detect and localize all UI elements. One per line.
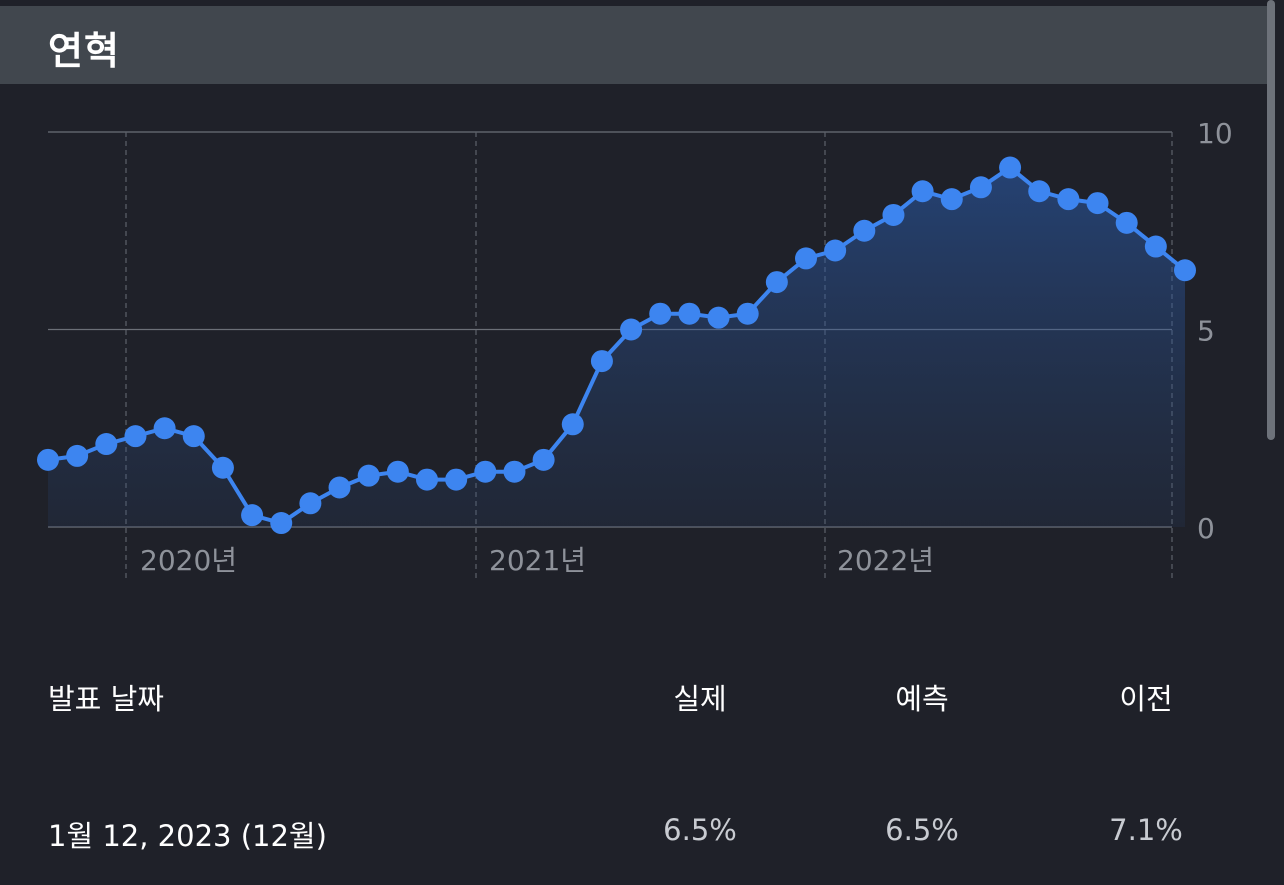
data-point <box>182 425 205 448</box>
data-point <box>649 302 672 325</box>
data-point <box>211 456 234 479</box>
table-row[interactable]: 1월 12, 2023 (12월) 6.5% 6.5% 7.1% <box>0 813 1284 853</box>
x-tick-label: 2021년 <box>489 544 586 577</box>
label-layer: 0 5 10 2020년 2021년 2022년 <box>140 117 1233 577</box>
data-point <box>1086 192 1109 215</box>
y-tick-label: 10 <box>1197 117 1233 150</box>
data-point <box>328 476 351 499</box>
row-actual: 6.5% <box>663 813 737 847</box>
header-actual: 실제 <box>673 682 727 716</box>
data-point <box>969 176 992 199</box>
section-title: 연혁 <box>48 29 120 73</box>
x-tick-label: 2022년 <box>837 544 934 577</box>
point-layer <box>37 156 1196 535</box>
row-date: 1월 12, 2023 (12월) <box>48 819 327 853</box>
data-point <box>386 460 409 483</box>
data-point <box>620 318 643 341</box>
data-point <box>940 188 963 211</box>
data-point <box>503 460 526 483</box>
data-point <box>1174 259 1196 282</box>
data-point <box>445 468 468 491</box>
y-tick-label: 0 <box>1197 512 1215 545</box>
data-point <box>911 180 934 203</box>
data-point <box>590 350 613 373</box>
data-point <box>882 203 905 226</box>
data-point <box>474 460 497 483</box>
header-date: 발표 날짜 <box>48 682 164 716</box>
table-header: 발표 날짜 실제 예측 이전 <box>0 676 1284 716</box>
data-point <box>299 492 322 515</box>
data-point <box>241 504 264 527</box>
data-point <box>270 512 293 535</box>
data-point <box>736 302 759 325</box>
data-point <box>853 219 876 242</box>
data-point <box>561 413 584 436</box>
history-chart: 0 5 10 2020년 2021년 2022년 <box>37 117 1233 580</box>
data-point <box>765 271 788 294</box>
data-point <box>678 302 701 325</box>
series-line <box>47 165 1187 526</box>
row-previous: 7.1% <box>1109 813 1183 847</box>
data-point <box>66 444 89 467</box>
line-layer <box>47 165 1187 526</box>
top-strip <box>0 0 1284 6</box>
data-point <box>37 448 59 471</box>
scrollbar[interactable] <box>1267 0 1275 440</box>
data-point <box>999 156 1022 179</box>
data-point <box>707 306 730 329</box>
data-point <box>1028 180 1051 203</box>
row-forecast: 6.5% <box>885 813 959 847</box>
x-tick-label: 2020년 <box>140 544 237 577</box>
data-point <box>95 433 118 456</box>
data-point <box>124 425 147 448</box>
data-point <box>1115 211 1138 234</box>
header-forecast: 예측 <box>895 682 949 716</box>
data-point <box>824 239 847 262</box>
data-point <box>416 468 438 491</box>
data-point <box>153 417 176 440</box>
data-point <box>795 247 817 270</box>
data-point <box>1144 235 1167 258</box>
header-previous: 이전 <box>1119 682 1173 716</box>
y-tick-label: 5 <box>1197 315 1215 348</box>
data-point <box>1057 188 1080 211</box>
section-header: 연혁 <box>0 6 1267 84</box>
data-point <box>357 464 380 487</box>
data-point <box>532 448 555 471</box>
